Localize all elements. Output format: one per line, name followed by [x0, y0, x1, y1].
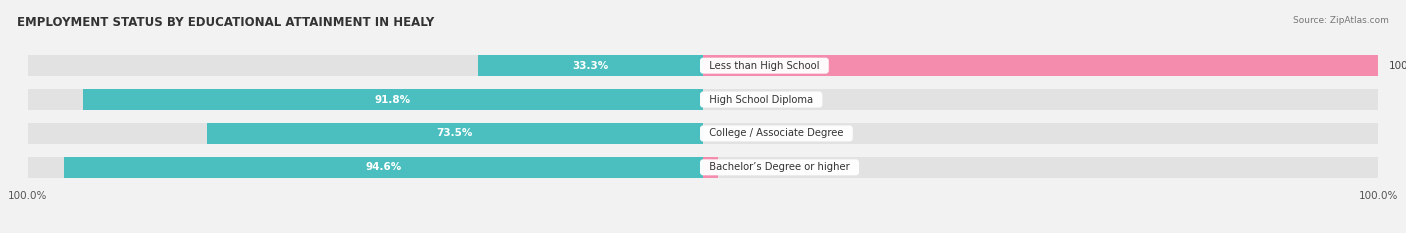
Bar: [28, 89, 703, 110]
Bar: [83, 89, 703, 110]
Bar: [703, 123, 1378, 144]
Bar: [703, 157, 1378, 178]
Text: 94.6%: 94.6%: [366, 162, 402, 172]
Text: 73.5%: 73.5%: [437, 128, 472, 138]
Text: 0.0%: 0.0%: [713, 95, 740, 105]
Bar: [28, 123, 703, 144]
Text: College / Associate Degree: College / Associate Degree: [703, 128, 849, 138]
Bar: [703, 55, 1378, 76]
Bar: [703, 55, 1378, 76]
Text: 91.8%: 91.8%: [375, 95, 411, 105]
Text: Source: ZipAtlas.com: Source: ZipAtlas.com: [1294, 16, 1389, 25]
Text: 100.0%: 100.0%: [8, 191, 48, 201]
Text: 33.3%: 33.3%: [572, 61, 609, 71]
Bar: [28, 157, 703, 178]
Text: 0.0%: 0.0%: [713, 128, 740, 138]
Text: 100.0%: 100.0%: [1389, 61, 1406, 71]
Bar: [478, 55, 703, 76]
Text: 2.2%: 2.2%: [728, 162, 755, 172]
Text: Bachelor’s Degree or higher: Bachelor’s Degree or higher: [703, 162, 856, 172]
Text: Less than High School: Less than High School: [703, 61, 825, 71]
Bar: [65, 157, 703, 178]
Bar: [28, 55, 703, 76]
Text: 100.0%: 100.0%: [1358, 191, 1398, 201]
Bar: [703, 157, 718, 178]
Bar: [207, 123, 703, 144]
Text: EMPLOYMENT STATUS BY EDUCATIONAL ATTAINMENT IN HEALY: EMPLOYMENT STATUS BY EDUCATIONAL ATTAINM…: [17, 16, 434, 29]
Bar: [703, 89, 1378, 110]
Text: High School Diploma: High School Diploma: [703, 95, 820, 105]
